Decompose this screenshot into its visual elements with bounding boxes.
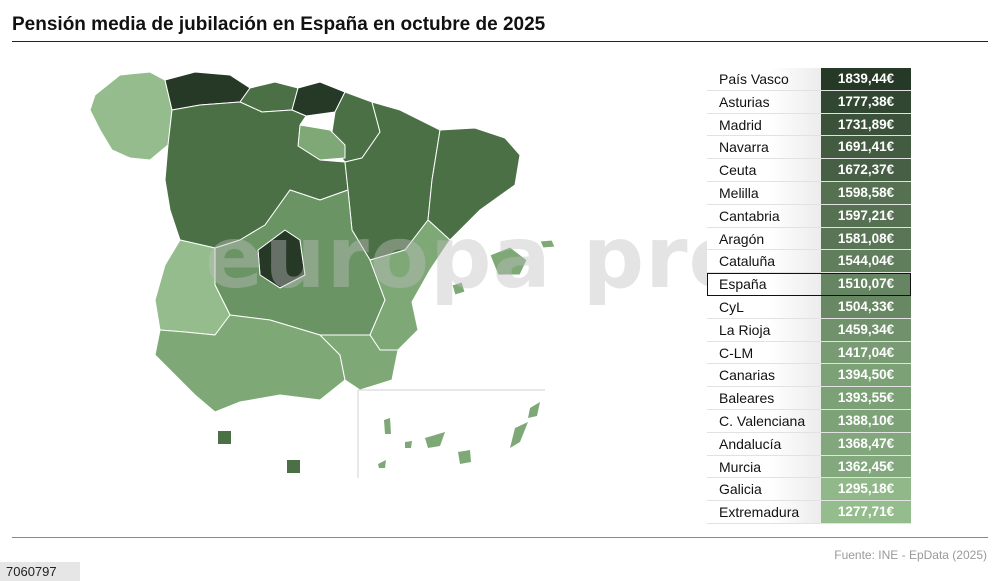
row-region-label: Extremadura (707, 501, 821, 523)
table-row: Aragón 1581,08€ (707, 227, 911, 251)
row-value-cell: 1504,33€ (821, 295, 911, 318)
table-row: Navarra 1691,41€ (707, 136, 911, 160)
title-divider (12, 41, 988, 42)
row-region-label: Galicia (707, 478, 821, 501)
row-value-cell: 1597,21€ (821, 204, 911, 227)
row-value-cell: 1393,55€ (821, 387, 911, 409)
table-row: Asturias 1777,38€ (707, 90, 911, 114)
region-canarias-gran-canaria (458, 450, 471, 464)
row-value-cell: 1362,45€ (821, 455, 911, 478)
region-canarias-hierro (378, 460, 386, 468)
region-c-valenciana (369, 219, 451, 351)
row-value-cell: 1295,18€ (821, 478, 911, 501)
row-region-label: C. Valenciana (707, 409, 821, 432)
table-row: CyL 1504,33€ (707, 295, 911, 319)
row-value-cell: 1691,41€ (821, 136, 911, 159)
region-canarias-fuerteventura (510, 422, 528, 448)
region-canarias-la-palma (384, 418, 391, 434)
row-value-cell: 1388,10€ (821, 409, 911, 432)
row-value-cell: 1544,04€ (821, 250, 911, 273)
row-value-cell: 1510,07€ (821, 273, 911, 295)
row-region-label: Aragón (707, 227, 821, 250)
row-value-cell: 1459,34€ (821, 318, 911, 341)
row-region-label: Cataluña (707, 250, 821, 273)
chart-title: Pensión media de jubilación en España en… (12, 14, 546, 35)
table-row: País Vasco 1839,44€ (707, 68, 911, 91)
row-value-cell: 1598,58€ (821, 181, 911, 204)
row-region-label: Madrid (707, 113, 821, 136)
row-region-label: Melilla (707, 181, 821, 204)
row-region-label: Murcia (707, 455, 821, 478)
table-row: Melilla 1598,58€ (707, 181, 911, 205)
region-canarias-tenerife (425, 432, 445, 448)
region-canarias-gomera (405, 441, 412, 448)
region-melilla (287, 460, 300, 473)
row-region-label: Ceuta (707, 159, 821, 181)
table-row: Extremadura 1277,71€ (707, 501, 911, 524)
table-row: Andalucía 1368,47€ (707, 432, 911, 456)
row-value-cell: 1839,44€ (821, 68, 911, 90)
row-region-label: Baleares (707, 387, 821, 409)
row-region-label: C-LM (707, 341, 821, 364)
table-row: Ceuta 1672,37€ (707, 159, 911, 182)
table-row: Baleares 1393,55€ (707, 387, 911, 410)
table-row: Madrid 1731,89€ (707, 113, 911, 137)
table-row: C-LM 1417,04€ (707, 341, 911, 365)
row-value-cell: 1277,71€ (821, 501, 911, 523)
region-canarias-lanzarote (528, 402, 540, 418)
row-value-cell: 1672,37€ (821, 159, 911, 181)
row-value-cell: 1417,04€ (821, 341, 911, 364)
canarias-inset-frame (357, 389, 545, 478)
table-row: C. Valenciana 1388,10€ (707, 409, 911, 433)
region-baleares-mallorca (489, 246, 528, 276)
row-region-label: Cantabria (707, 204, 821, 227)
region-ceuta (218, 431, 231, 444)
row-region-label: País Vasco (707, 68, 821, 90)
spain-map (0, 50, 700, 530)
row-region-label: Asturias (707, 90, 821, 113)
row-region-label: Canarias (707, 364, 821, 387)
row-region-label: Andalucía (707, 432, 821, 455)
row-region-label: La Rioja (707, 318, 821, 341)
photo-id: 7060797 (0, 562, 80, 581)
table-row: Murcia 1362,45€ (707, 455, 911, 479)
row-value-cell: 1394,50€ (821, 364, 911, 387)
table-row: Galicia 1295,18€ (707, 478, 911, 502)
row-region-label: Navarra (707, 136, 821, 159)
region-galicia (89, 71, 173, 161)
row-value-cell: 1581,08€ (821, 227, 911, 250)
region-murcia (319, 334, 399, 391)
table-row: Cataluña 1544,04€ (707, 250, 911, 274)
ranking-table: País Vasco 1839,44€ Asturias 1777,38€ Madrid… (707, 68, 911, 524)
row-value-cell: 1368,47€ (821, 432, 911, 455)
region-cataluna (427, 127, 521, 241)
table-row: España 1510,07€ (707, 273, 911, 296)
table-row: Canarias 1394,50€ (707, 364, 911, 388)
table-row: La Rioja 1459,34€ (707, 318, 911, 342)
row-value-cell: 1777,38€ (821, 90, 911, 113)
table-row: Cantabria 1597,21€ (707, 204, 911, 228)
footer-divider (12, 537, 988, 538)
row-value-cell: 1731,89€ (821, 113, 911, 136)
row-region-label: España (707, 273, 821, 295)
row-region-label: CyL (707, 295, 821, 318)
region-baleares-ibiza (451, 281, 466, 296)
source-note: Fuente: INE - EpData (2025) (834, 548, 987, 562)
region-baleares-menorca (539, 239, 556, 249)
region-andalucia (154, 314, 346, 413)
